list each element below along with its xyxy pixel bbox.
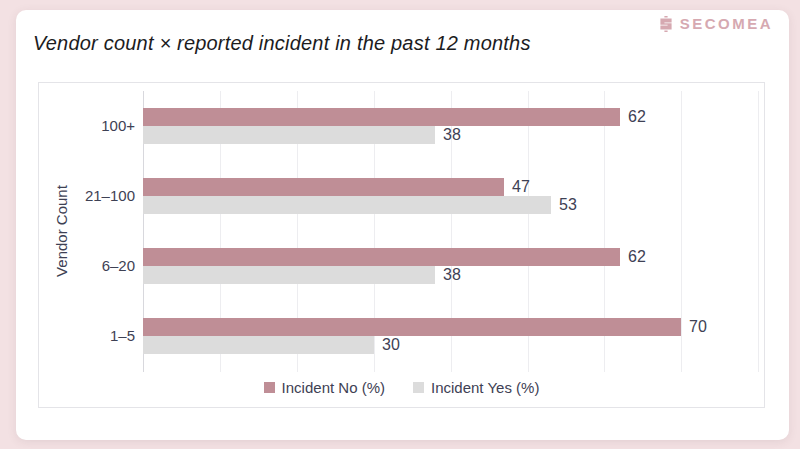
category-label: 6–20 <box>39 255 135 277</box>
data-label: 70 <box>689 318 707 336</box>
gridline <box>758 91 759 372</box>
bar-incident-yes <box>143 266 435 284</box>
data-label: 38 <box>443 126 461 144</box>
bar-incident-no <box>143 178 504 196</box>
bar-incident-yes <box>143 126 435 144</box>
data-label: 62 <box>628 108 646 126</box>
secomea-logo: SECOMEA <box>658 15 773 32</box>
category-label: 1–5 <box>39 325 135 347</box>
y-axis-title: Vendor Count <box>53 131 73 331</box>
chart-panel: Vendor Count Incident No (%) Incident Yes… <box>38 82 765 408</box>
data-label: 53 <box>559 196 577 214</box>
legend-label: Incident No (%) <box>282 379 385 396</box>
data-label: 38 <box>443 266 461 284</box>
legend-item: Incident No (%) <box>264 379 385 396</box>
legend: Incident No (%) Incident Yes (%) <box>39 379 764 396</box>
data-label: 62 <box>628 248 646 266</box>
category-label: 21–100 <box>39 185 135 207</box>
bar-incident-no <box>143 318 681 336</box>
bar-incident-no <box>143 108 620 126</box>
data-label: 47 <box>512 178 530 196</box>
category-label: 100+ <box>39 115 135 137</box>
data-label: 30 <box>382 336 400 354</box>
legend-swatch <box>264 382 275 393</box>
card: SECOMEA Vendor count × reported incident… <box>16 10 789 440</box>
chart-title: Vendor count × reported incident in the … <box>33 32 531 55</box>
legend-label: Incident Yes (%) <box>431 379 539 396</box>
bar-incident-yes <box>143 336 374 354</box>
secomea-logo-text: SECOMEA <box>680 15 773 32</box>
slide-background: SECOMEA Vendor count × reported incident… <box>0 0 800 449</box>
bar-incident-no <box>143 248 620 266</box>
gridline <box>681 91 682 372</box>
legend-item: Incident Yes (%) <box>413 379 539 396</box>
bar-incident-yes <box>143 196 551 214</box>
secomea-logo-icon <box>658 16 674 32</box>
legend-swatch <box>413 382 424 393</box>
